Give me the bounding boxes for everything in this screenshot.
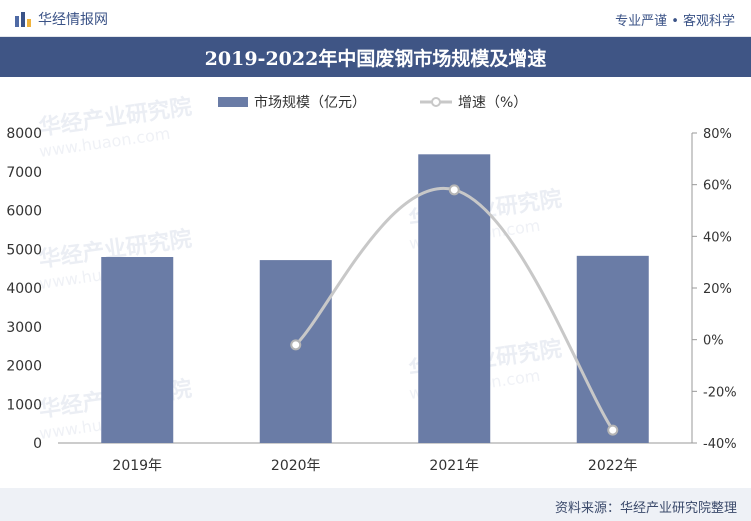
chart: 华经产业研究院 www.huaon.com 华经产业研究院 www.huaon.… bbox=[6, 94, 737, 474]
line-series bbox=[290, 184, 619, 436]
legend-bar-label: 市场规模（亿元） bbox=[254, 94, 366, 111]
chart-title: 2019-2022年中国废钢市场规模及增速 bbox=[204, 47, 547, 70]
legend: 市场规模（亿元） 增速（%） bbox=[218, 94, 527, 111]
y-left-tick-label: 5000 bbox=[6, 242, 42, 258]
y-axis-right: -40% -20% 0% 20% 40% 60% 80% bbox=[692, 127, 737, 452]
top-bar: 华经情报网 专业严谨 • 客观科学 bbox=[0, 0, 751, 37]
growth-point bbox=[607, 424, 619, 436]
brand-name: 华经情报网 bbox=[38, 12, 108, 28]
bar-series bbox=[101, 154, 649, 443]
y-left-tick-label: 8000 bbox=[6, 126, 42, 142]
bar bbox=[576, 255, 649, 443]
y-axis-left: 0 1000 2000 3000 4000 5000 6000 7000 8000 bbox=[6, 126, 42, 452]
legend-line-marker bbox=[431, 97, 441, 107]
y-left-tick-label: 2000 bbox=[6, 359, 42, 375]
x-tick-label: 2019年 bbox=[112, 458, 162, 474]
brand-logo-icon bbox=[15, 12, 31, 27]
source-note: 资料来源：华经产业研究院整理 bbox=[554, 501, 737, 516]
y-left-tick-label: 6000 bbox=[6, 204, 42, 220]
y-right-tick-label: 40% bbox=[703, 230, 732, 245]
y-right-tick-label: 80% bbox=[703, 127, 732, 142]
y-left-tick-label: 4000 bbox=[6, 281, 42, 297]
footer: 资料来源：华经产业研究院整理 bbox=[0, 488, 751, 521]
bar bbox=[101, 257, 174, 443]
growth-point bbox=[290, 339, 302, 351]
y-right-tick-label: 20% bbox=[703, 282, 732, 297]
bar bbox=[418, 154, 491, 443]
legend-bar-swatch bbox=[218, 97, 248, 107]
brand: 华经情报网 bbox=[14, 9, 108, 29]
y-right-tick-label: -40% bbox=[703, 437, 737, 452]
tagline: 专业严谨 • 客观科学 bbox=[615, 14, 735, 29]
y-right-tick-label: 0% bbox=[703, 334, 724, 349]
y-left-tick-label: 1000 bbox=[6, 397, 42, 413]
bar bbox=[259, 260, 332, 443]
x-axis-labels: 2019年 2020年 2021年 2022年 bbox=[112, 458, 637, 474]
x-tick-label: 2020年 bbox=[271, 458, 321, 474]
y-left-tick-label: 0 bbox=[33, 436, 42, 452]
y-right-tick-label: 60% bbox=[703, 179, 732, 194]
legend-line-label: 增速（%） bbox=[458, 95, 527, 111]
y-right-tick-label: -20% bbox=[703, 385, 737, 400]
y-left-tick-label: 3000 bbox=[6, 320, 42, 336]
title-bar: 2019-2022年中国废钢市场规模及增速 bbox=[0, 37, 751, 77]
x-tick-label: 2022年 bbox=[588, 458, 638, 474]
growth-point bbox=[448, 184, 460, 196]
y-left-tick-label: 7000 bbox=[6, 165, 42, 181]
x-tick-label: 2021年 bbox=[429, 458, 479, 474]
